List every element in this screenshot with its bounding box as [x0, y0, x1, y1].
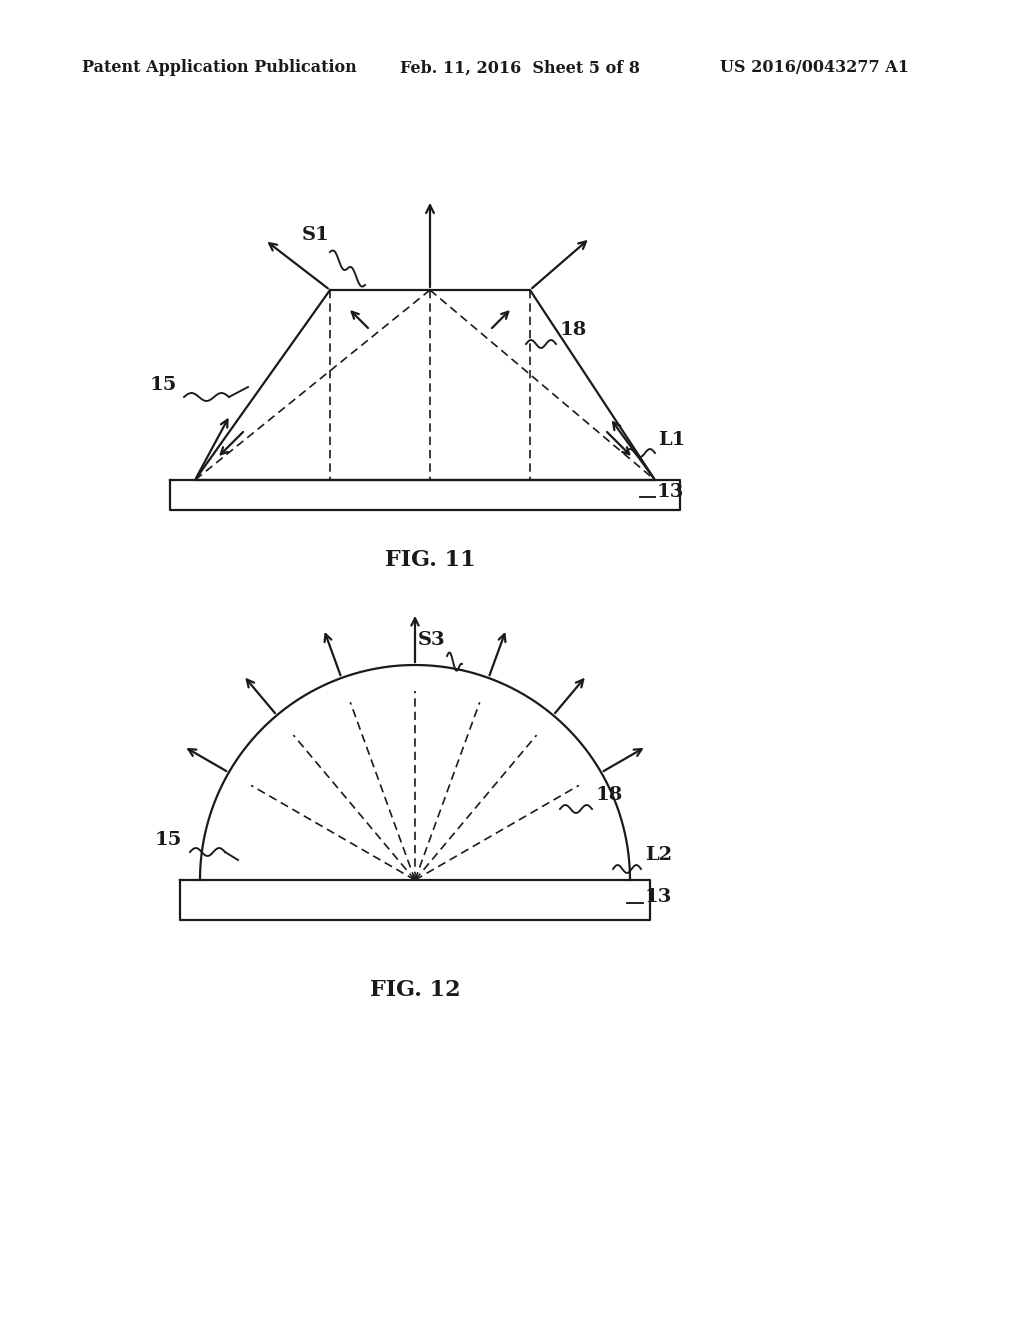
- Text: 15: 15: [150, 376, 177, 393]
- Text: Patent Application Publication: Patent Application Publication: [82, 59, 356, 77]
- Text: FIG. 12: FIG. 12: [370, 979, 461, 1001]
- Text: 18: 18: [560, 321, 587, 339]
- Text: 13: 13: [645, 888, 673, 906]
- Text: 15: 15: [155, 832, 182, 849]
- Text: S1: S1: [302, 226, 330, 244]
- Text: Feb. 11, 2016  Sheet 5 of 8: Feb. 11, 2016 Sheet 5 of 8: [400, 59, 640, 77]
- Text: 18: 18: [596, 785, 624, 804]
- Text: L1: L1: [658, 432, 685, 449]
- Text: US 2016/0043277 A1: US 2016/0043277 A1: [720, 59, 909, 77]
- Text: L2: L2: [645, 846, 672, 865]
- Text: FIG. 11: FIG. 11: [385, 549, 475, 572]
- Text: S3: S3: [418, 631, 445, 649]
- Text: 13: 13: [657, 483, 684, 502]
